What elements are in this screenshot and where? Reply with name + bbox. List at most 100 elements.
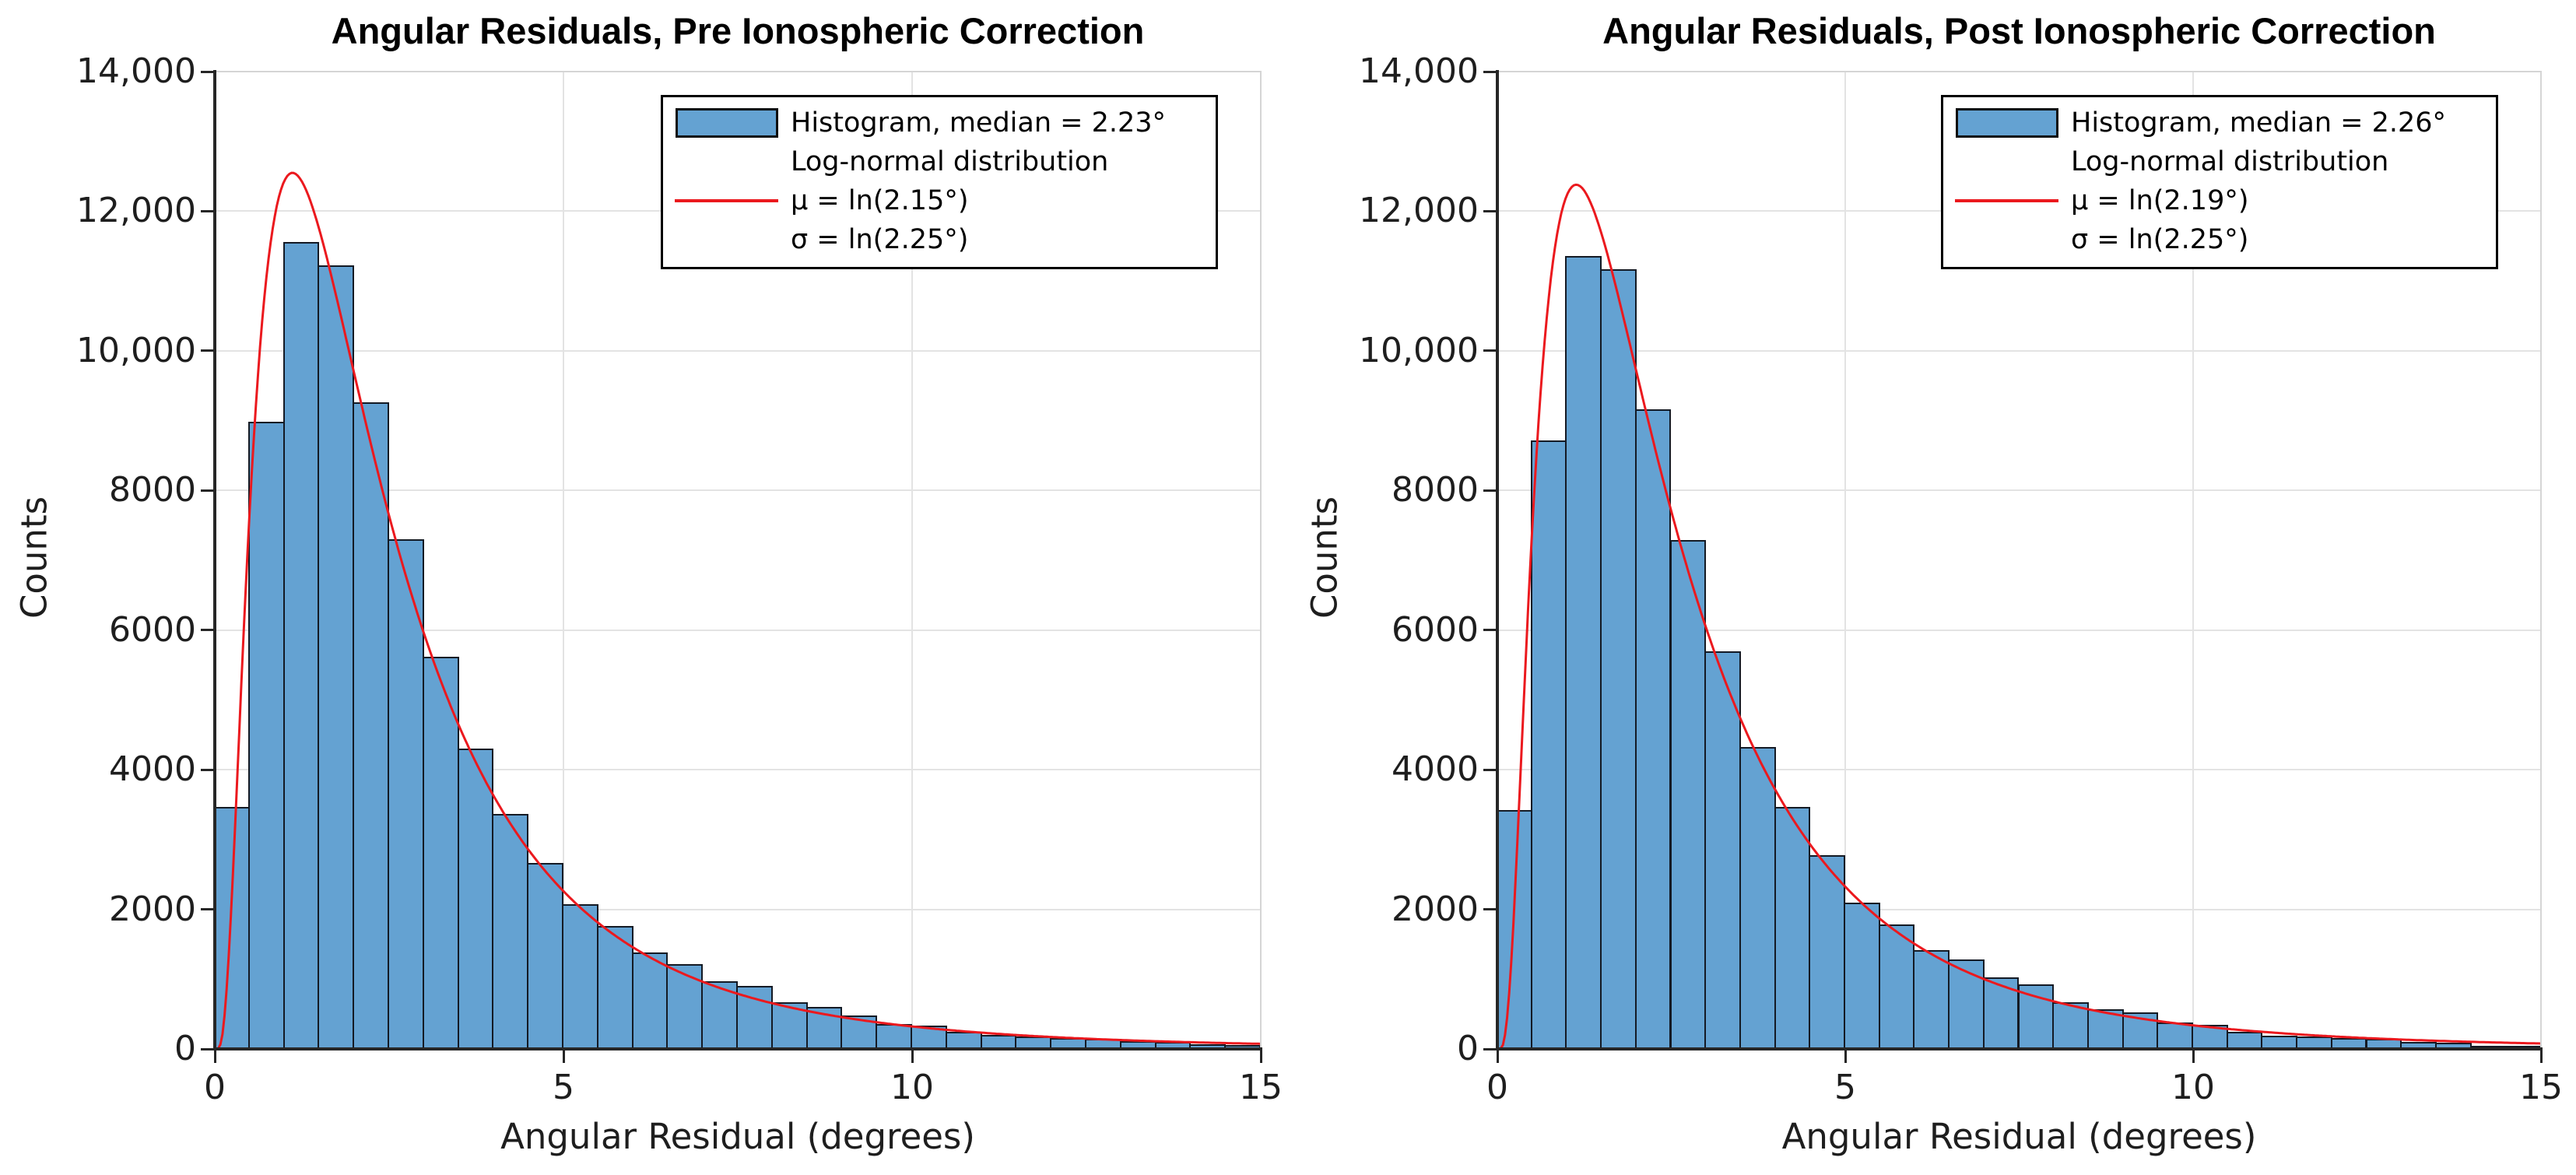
y-tick: [1483, 70, 1496, 73]
histogram-bar: [1704, 651, 1741, 1049]
histogram-bar: [701, 980, 738, 1049]
legend-row-sigma: σ = ln(2.25°): [663, 220, 1216, 259]
legend-row-sigma: σ = ln(2.25°): [1943, 220, 2496, 259]
histogram-bar: [1565, 255, 1602, 1049]
y-tick: [1483, 489, 1496, 492]
y-tick: [1483, 349, 1496, 352]
y-tick-label: 14,000: [1359, 51, 1479, 91]
histogram-bar: [1982, 977, 2020, 1049]
plot-spine-bottom: [213, 1047, 1262, 1050]
histogram-bar: [527, 863, 563, 1049]
histogram-bar: [1774, 806, 1811, 1049]
legend-row-histogram: Histogram, median = 2.23°: [663, 103, 1216, 142]
legend-label: Histogram, median = 2.26°: [2071, 107, 2447, 139]
plot-spine-left: [213, 70, 216, 1050]
histogram-bar: [666, 963, 704, 1049]
histogram-bar: [2122, 1012, 2159, 1049]
y-tick-label: 6000: [1392, 609, 1479, 650]
histogram-swatch: [1956, 108, 2058, 138]
histogram-swatch: [676, 108, 778, 138]
histogram-bar: [876, 1023, 912, 1049]
legend-row-distribution: Log-normal distribution: [1943, 142, 2496, 181]
legend-label: μ = ln(2.19°): [2071, 185, 2249, 216]
legend-row-histogram: Histogram, median = 2.26°: [1943, 103, 2496, 142]
y-tick: [201, 768, 213, 771]
histogram-bar: [1844, 902, 1880, 1049]
legend-row-distribution: Log-normal distribution: [663, 142, 1216, 181]
legend-label: Histogram, median = 2.23°: [791, 107, 1167, 139]
histogram-bar: [353, 402, 389, 1049]
histogram-bar: [1530, 440, 1567, 1049]
y-tick-label: 8000: [109, 470, 196, 510]
plot-spine-right: [1260, 72, 1262, 1049]
gridline: [215, 349, 1261, 352]
legend-label: σ = ln(2.25°): [2071, 224, 2249, 255]
x-axis-label: Angular Residual (degrees): [1781, 1116, 2257, 1157]
x-axis-label: Angular Residual (degrees): [500, 1116, 975, 1157]
x-tick: [1259, 1050, 1262, 1063]
y-tick: [201, 908, 213, 911]
legend-label: σ = ln(2.25°): [791, 224, 969, 255]
x-tick-label: 15: [2519, 1068, 2563, 1107]
plot-spine-top: [213, 71, 1262, 72]
histogram-bar: [492, 813, 529, 1049]
red-line-sample: [1955, 199, 2058, 202]
histogram-bar: [770, 1001, 808, 1049]
y-tick: [201, 1047, 213, 1050]
histogram-bar: [1669, 539, 1707, 1049]
y-tick-label: 4000: [1392, 749, 1479, 790]
y-tick: [1483, 1047, 1496, 1050]
x-tick: [1496, 1050, 1499, 1063]
y-tick: [1483, 768, 1496, 771]
histogram-bar: [1634, 409, 1672, 1049]
gridline: [1497, 349, 2541, 352]
y-tick: [201, 209, 213, 212]
histogram-bar: [1878, 924, 1915, 1049]
chart-title: Angular Residuals, Pre Ionospheric Corre…: [331, 10, 1145, 51]
histogram-bar: [283, 241, 320, 1049]
y-tick-label: 0: [174, 1029, 196, 1068]
histogram-bar: [736, 986, 773, 1049]
y-tick-label: 2000: [1392, 889, 1479, 929]
x-tick-label: 0: [1486, 1068, 1508, 1107]
histogram-bar: [457, 749, 494, 1049]
histogram-bar: [841, 1015, 878, 1049]
histogram-bar: [2192, 1025, 2228, 1049]
y-tick-label: 2000: [109, 889, 196, 929]
x-tick: [213, 1050, 216, 1063]
histogram-bar: [2226, 1031, 2263, 1049]
legend-label: μ = ln(2.15°): [791, 185, 969, 216]
histogram-bar: [1497, 810, 1532, 1049]
x-tick: [2192, 1050, 2195, 1063]
histogram-bar: [2086, 1008, 2124, 1049]
histogram-bar: [1913, 949, 1950, 1049]
y-tick-label: 10,000: [1359, 330, 1479, 370]
histogram-bar: [318, 265, 355, 1049]
legend-row-mu: μ = ln(2.15°): [663, 181, 1216, 220]
y-tick-label: 6000: [109, 609, 196, 650]
histogram-bar: [945, 1031, 982, 1049]
y-tick: [201, 489, 213, 492]
legend-row-mu: μ = ln(2.19°): [1943, 181, 2496, 220]
histogram-bar: [562, 904, 598, 1049]
y-tick: [1483, 908, 1496, 911]
y-tick-label: 10,000: [76, 330, 196, 370]
histogram-bar: [2052, 1001, 2089, 1049]
legend: Histogram, median = 2.26° Log-normal dis…: [1941, 95, 2498, 269]
plot-spine-bottom: [1496, 1047, 2543, 1050]
x-tick-label: 0: [204, 1068, 226, 1107]
y-tick-label: 0: [1457, 1029, 1479, 1068]
x-tick: [1844, 1050, 1847, 1063]
red-line-sample: [675, 199, 778, 202]
histogram-bar: [2157, 1022, 2193, 1049]
x-tick: [2539, 1050, 2543, 1063]
y-tick-label: 14,000: [76, 51, 196, 91]
histogram-bar: [1809, 855, 1845, 1049]
plot-spine-top: [1496, 71, 2542, 72]
plot-spine-right: [2540, 72, 2542, 1049]
histogram-bar: [1739, 747, 1776, 1049]
plot-area: Histogram, median = 2.23° Log-normal dis…: [76, 51, 1283, 1107]
x-tick: [911, 1050, 914, 1063]
histogram-bar: [2017, 984, 2055, 1049]
histogram-bar: [247, 422, 285, 1049]
